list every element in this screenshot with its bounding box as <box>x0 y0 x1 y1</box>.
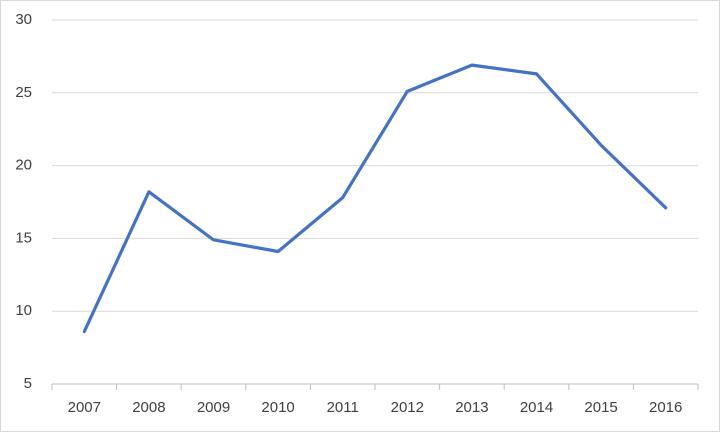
x-tick-label: 2013 <box>455 399 488 416</box>
y-tick-label: 30 <box>15 11 32 28</box>
x-tick-label: 2007 <box>68 399 101 416</box>
x-tick-label: 2014 <box>520 399 553 416</box>
y-tick-label: 10 <box>15 302 32 319</box>
y-tick-label: 15 <box>15 229 32 246</box>
x-tick-label: 2015 <box>584 399 617 416</box>
y-tick-label: 20 <box>15 157 32 174</box>
x-tick-label: 2010 <box>261 399 294 416</box>
x-tick-label: 2016 <box>649 399 682 416</box>
x-tick-label: 2011 <box>327 399 359 416</box>
x-tick-label: 2012 <box>391 399 424 416</box>
x-tick-label: 2009 <box>197 399 230 416</box>
series-line <box>82 63 668 334</box>
y-tick-label: 5 <box>24 375 32 392</box>
x-tick-label: 2008 <box>132 399 165 416</box>
y-tick-label: 25 <box>15 84 32 101</box>
